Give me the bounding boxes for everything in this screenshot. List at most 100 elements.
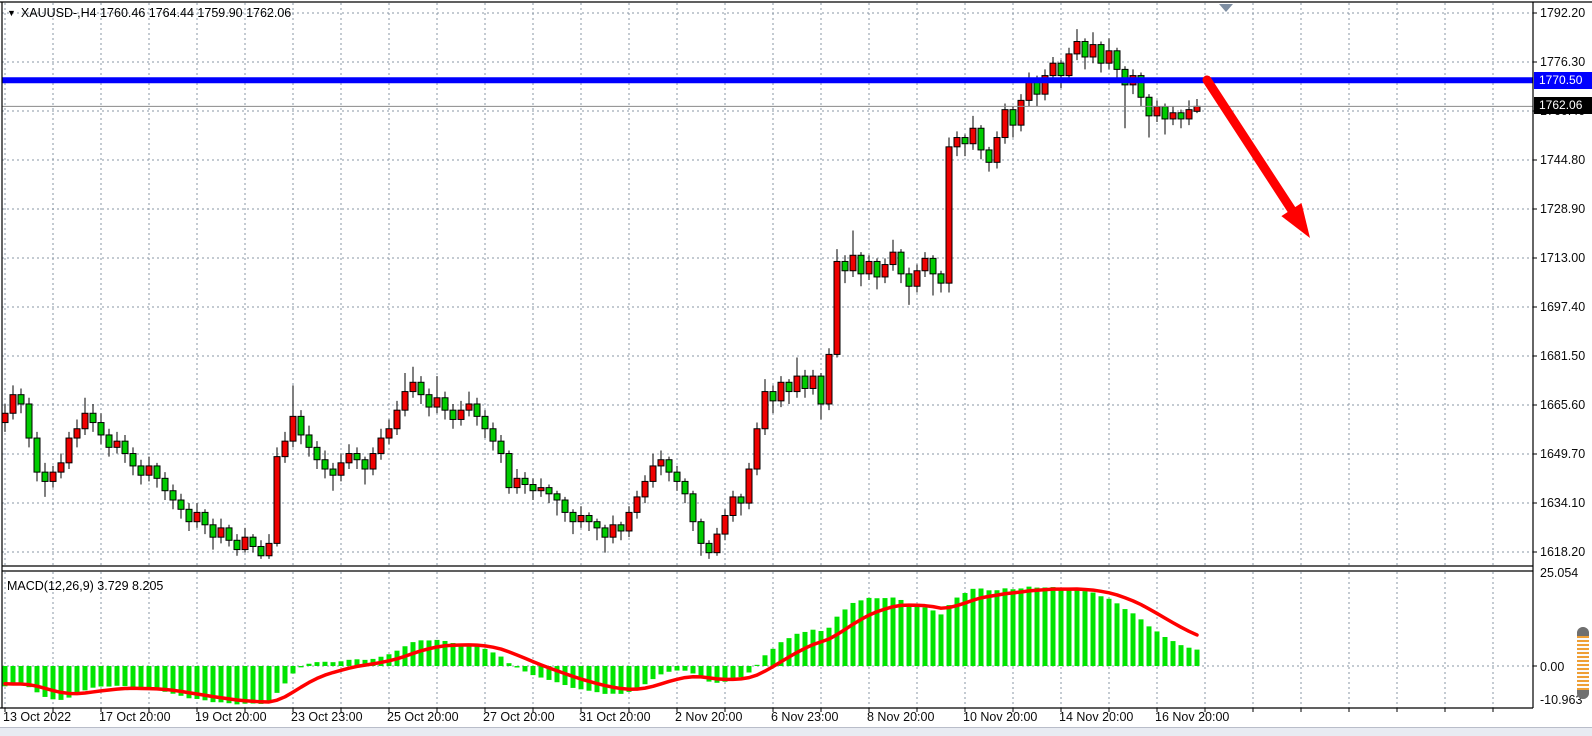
macd-bar (98, 666, 104, 687)
candle-body (905, 273, 913, 287)
candle-body (449, 409, 457, 420)
candle-body (1161, 106, 1169, 120)
scrollbar-cap-bottom (1577, 690, 1589, 699)
macd-bar (266, 666, 272, 703)
macd-bar (978, 588, 984, 666)
candle-body (393, 409, 401, 430)
price-axis-label: 1649.70 (1540, 447, 1585, 461)
macd-bar (226, 666, 232, 704)
candle-body (9, 394, 17, 414)
candle-body (1169, 112, 1177, 120)
candle-body (1113, 50, 1121, 70)
time-axis-label: 27 Oct 20:00 (483, 710, 555, 724)
candle-body (353, 453, 361, 461)
candle-body (473, 403, 481, 417)
candle-body (1105, 50, 1113, 64)
status-strip (0, 727, 1592, 736)
macd-bar (666, 666, 672, 672)
macd-bar (634, 666, 640, 689)
candle-body (337, 462, 345, 476)
price-axis-label: 1681.50 (1540, 349, 1585, 363)
candle-body (273, 456, 281, 544)
time-axis-label: 6 Nov 23:00 (771, 710, 838, 724)
candle-body (193, 511, 201, 523)
macd-bar (1026, 586, 1032, 666)
macd-bar (794, 633, 800, 666)
candle-body (921, 257, 929, 272)
time-axis[interactable]: 13 Oct 2022 17 Oct 20:00 19 Oct 20:00 23 Oc… (3, 708, 1494, 724)
macd-bar (58, 666, 64, 700)
candle-body (97, 422, 105, 436)
price-axis[interactable]: 1792.201776.301760.401744.801728.901713.… (1533, 6, 1585, 667)
macd-bar (1106, 598, 1112, 666)
candle-body (897, 251, 905, 275)
candle-body (561, 499, 569, 513)
candle-body (1017, 99, 1025, 126)
candle-body (489, 428, 497, 442)
time-axis-label: 31 Oct 20:00 (579, 710, 651, 724)
macd-bar (234, 666, 240, 705)
candle-body (441, 397, 449, 411)
price-axis-label: 1744.80 (1540, 153, 1585, 167)
candle-body (73, 428, 81, 439)
candle-body (465, 403, 473, 411)
candle-body (809, 375, 817, 389)
macd-bar (474, 646, 480, 666)
resistance-price-tag[interactable]: 1770.50 (1534, 72, 1592, 89)
candle-body (225, 527, 233, 541)
macd-signal-line (3, 587, 1199, 704)
price-axis-label: 1792.20 (1540, 6, 1585, 20)
candle-body (25, 403, 33, 439)
macd-bar (18, 666, 24, 685)
macd-bar (586, 666, 592, 691)
candle-body (761, 391, 769, 430)
candle-body (601, 527, 609, 538)
candle-body (641, 480, 649, 498)
chart-shift-marker[interactable] (1219, 4, 1233, 12)
candle-body (873, 260, 881, 278)
candle-body (817, 375, 825, 405)
candle-body (81, 412, 89, 430)
macd-bar (562, 666, 568, 686)
time-axis-label: 25 Oct 20:00 (387, 710, 459, 724)
macd-bar (114, 666, 120, 686)
macd-bar (642, 666, 648, 685)
candle-body (985, 149, 993, 163)
macd-bar (482, 648, 488, 666)
macd-bar (1098, 596, 1104, 666)
macd-bar (610, 666, 616, 694)
scrollbar-thumb[interactable] (1577, 627, 1589, 699)
arrow-shaft[interactable] (1202, 75, 1299, 218)
candle-body (265, 542, 273, 557)
candle-body (425, 394, 433, 408)
trend-arrow[interactable] (1202, 75, 1310, 238)
macd-bar (946, 605, 952, 666)
macd-bar (762, 655, 768, 666)
macd-bar (866, 597, 872, 666)
candle-body (41, 471, 49, 482)
candle-body (729, 496, 737, 516)
arrow-head[interactable] (1281, 202, 1310, 238)
macd-bar (1082, 591, 1088, 666)
candle-body (1065, 53, 1073, 77)
candle-body (17, 394, 25, 405)
macd-grid (2, 572, 1533, 708)
candle-body (329, 468, 337, 476)
candle-body (1121, 68, 1129, 86)
macd-bar (362, 659, 368, 666)
macd-bar (810, 629, 816, 666)
candle-body (201, 511, 209, 526)
candle-body (1073, 41, 1081, 55)
candle-body (721, 514, 729, 535)
candle-body (297, 415, 305, 436)
macd-bar (1178, 645, 1184, 666)
macd-axis: 25.054 0.00 -10.963 (1540, 566, 1582, 707)
macd-bar (242, 666, 248, 704)
macd-bar (442, 640, 448, 666)
macd-bar (938, 614, 944, 666)
time-axis-label: 23 Oct 23:00 (291, 710, 363, 724)
candle-body (689, 493, 697, 523)
candle-body (2, 412, 9, 424)
macd-bar (210, 666, 216, 703)
